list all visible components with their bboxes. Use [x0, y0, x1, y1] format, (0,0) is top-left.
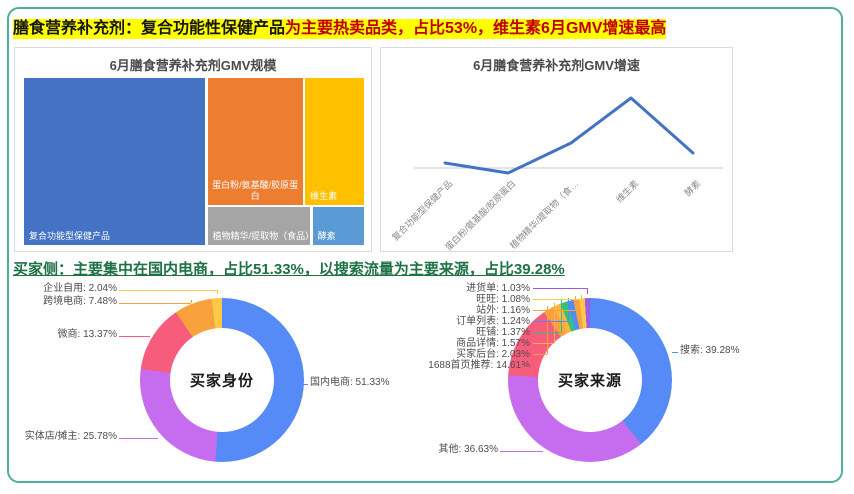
- treemap-node-label: 酵素: [317, 230, 336, 241]
- treemap-node-enzyme: 酵素: [312, 207, 364, 245]
- page-border: [7, 7, 843, 483]
- headline-lead: 膳食营养补充剂：复合功能性保健产品: [13, 19, 286, 39]
- x-axis-label: 复合功能型保健产品: [389, 178, 454, 243]
- gmv-scale-panel: 6月膳食营养补充剂GMV规模 复合功能型保健产品 蛋白粉/氨基酸/胶原蛋白 维生…: [14, 47, 372, 252]
- buyer-side-heading: 买家侧：主要集中在国内电商，占比51.33%，以搜索流量为主要来源，占比39.2…: [13, 261, 565, 278]
- x-axis-label: 酵素: [682, 178, 703, 199]
- treemap-node-label: 复合功能型保健产品: [29, 231, 111, 241]
- treemap-node-vitamin: 维生素: [305, 78, 364, 205]
- x-axis-label: 植物精华/提取物（食…: [507, 178, 580, 251]
- donut-center-label: 买家来源: [557, 372, 622, 390]
- treemap-chart: 复合功能型保健产品 蛋白粉/氨基酸/胶原蛋白 维生素 植物精华/提取物（食品） …: [24, 78, 364, 245]
- treemap-node-compound-health: 复合功能型保健产品: [24, 78, 205, 245]
- treemap-node-label: 维生素: [310, 190, 338, 201]
- donut-hole: 买家身份: [170, 328, 274, 432]
- treemap-node-label: 植物精华/提取物（食品）: [212, 230, 315, 241]
- x-axis-label: 蛋白粉/氨基酸/胶原蛋白: [442, 178, 517, 251]
- headline-rest: 为主要热卖品类，占比53%，维生素6月GMV增速最高: [285, 19, 667, 39]
- treemap-node-protein-amino-collagen: 蛋白粉/氨基酸/胶原蛋白: [207, 78, 303, 205]
- buyer-source-donut: 买家来源: [508, 298, 672, 462]
- gmv-growth-panel: 6月膳食营养补充剂GMV增速 复合功能型保健产品 蛋白粉/氨基酸/胶原蛋白 植物精华…: [380, 47, 733, 252]
- treemap-node-label: 蛋白粉/氨基酸/胶原蛋白: [212, 179, 299, 201]
- growth-line-series: [443, 96, 695, 175]
- headline-supplements: 膳食营养补充剂：复合功能性保健产品为主要热卖品类，占比53%，维生素6月GMV增…: [13, 18, 667, 39]
- treemap-node-plant-extract: 植物精华/提取物（食品）: [207, 207, 314, 245]
- treemap-title: 6月膳食营养补充剂GMV规模: [109, 58, 277, 73]
- buyer-identity-donut: 买家身份: [140, 298, 304, 462]
- donut-center-label: 买家身份: [189, 372, 254, 390]
- donut-hole: 买家来源: [538, 328, 642, 432]
- x-axis-label: 维生素: [614, 178, 641, 205]
- line-chart-title: 6月膳食营养补充剂GMV增速: [473, 58, 640, 73]
